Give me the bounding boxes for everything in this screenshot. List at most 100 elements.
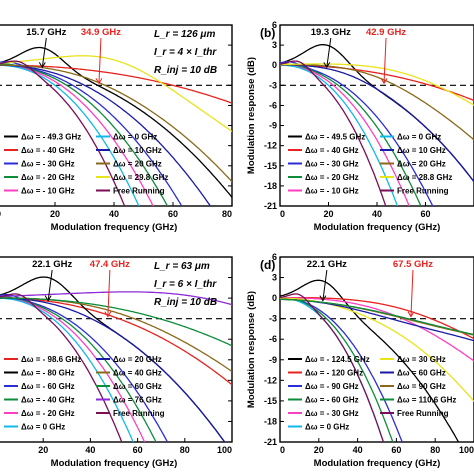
- series-line-2: [0, 293, 169, 442]
- y-tick-label: -6: [269, 100, 277, 110]
- panel-label: (b): [260, 26, 275, 40]
- x-tick-label: 20: [38, 445, 48, 455]
- x-tick-label: 80: [180, 445, 190, 455]
- y-tick-label: 6: [272, 20, 277, 30]
- series-line-2: [280, 297, 403, 442]
- series-line-9: [280, 60, 387, 206]
- legend-label: Δω = 20 GHz: [113, 355, 162, 364]
- legend-label: Δω = 20 GHz: [113, 160, 162, 169]
- x-tick-label: 40: [353, 445, 363, 455]
- legend-label: Δω = - 20 GHz: [21, 409, 75, 418]
- x-axis-label: Modulation frequency (GHz): [314, 458, 441, 469]
- chart-panel-2: 20 40 60 80 100 Modulation frequency (GHz) L_r…: [0, 256, 233, 469]
- peak-arrowhead: [323, 62, 331, 69]
- legend-label: Δω = - 30 GHz: [305, 409, 359, 418]
- y-tick-label: -18: [264, 181, 277, 191]
- peak-arrow: [383, 37, 387, 84]
- plot-frame: [0, 24, 233, 207]
- series-group: [280, 44, 474, 206]
- y-tick-label: 0: [272, 293, 277, 303]
- peak-annotation: 42.9 GHz: [366, 27, 406, 38]
- legend-label: Δω = - 40 GHz: [21, 396, 75, 405]
- legend-label: Free Running: [397, 409, 449, 418]
- x-axis-label: Modulation frequency (GHz): [314, 222, 441, 233]
- series-line-4: [280, 297, 474, 362]
- series-line-4: [280, 64, 410, 206]
- y-tick-label: -15: [264, 396, 277, 406]
- legend-label: Δω = - 60 GHz: [305, 396, 359, 405]
- series-line-4: [0, 64, 154, 206]
- x-tick-label: 40: [109, 209, 119, 219]
- legend-label: Δω = - 10 GHz: [305, 187, 359, 196]
- x-tick-label: 80: [222, 209, 232, 219]
- y-axis-label: Modulation response (dB): [246, 57, 257, 174]
- x-tick-label: 40: [85, 445, 95, 455]
- legend-label: Δω = - 40 GHz: [21, 146, 75, 155]
- peak-annotation: 15.7 GHz: [26, 27, 66, 38]
- x-tick-label: 80: [430, 445, 440, 455]
- peak-arrow: [322, 269, 328, 301]
- x-tick-label: 40: [372, 209, 382, 219]
- peak-arrowhead: [44, 295, 52, 302]
- legend-label: Δω = - 40 GHz: [305, 146, 359, 155]
- legend-label: Δω = - 90 GHz: [305, 382, 359, 391]
- x-tick-label: 0: [0, 209, 1, 219]
- legend-label: Free Running: [113, 187, 165, 196]
- legend-label: Δω = 30 GHz: [397, 355, 446, 364]
- legend-label: Δω = 60 GHz: [397, 369, 446, 378]
- legend-label: Δω = 10 GHz: [113, 146, 162, 155]
- legend-label: Δω = 110.6 GHz: [397, 396, 456, 405]
- series-line-0: [0, 46, 232, 198]
- peak-annotation: 67.5 GHz: [393, 259, 433, 270]
- peak-arrowhead: [38, 62, 46, 69]
- legend-label: Δω = 90 GHz: [397, 382, 446, 391]
- peak-arrowhead: [104, 311, 112, 318]
- x-tick-label: 100: [217, 445, 232, 455]
- series-line-6: [0, 297, 226, 442]
- legend-label: Δω = 29.8 GHz: [113, 173, 168, 182]
- peak-arrow: [410, 269, 414, 317]
- series-group: [0, 276, 232, 442]
- x-tick-label: 20: [323, 209, 333, 219]
- y-tick-label: -6: [269, 334, 277, 344]
- x-tick-label: 20: [50, 209, 60, 219]
- param-text: L_r = 63 μm: [154, 261, 210, 272]
- legend-label: Δω = - 49.5 GHz: [305, 133, 365, 142]
- legend-label: Δω = 28.8 GHz: [397, 173, 452, 182]
- peak-annotation: 47.4 GHz: [90, 259, 130, 270]
- peak-arrow: [326, 37, 332, 68]
- legend-label: Δω = 40 GHz: [113, 369, 162, 378]
- series-line-10: [280, 293, 385, 442]
- param-text: R_inj = 10 dB: [154, 297, 217, 308]
- series-line-8: [280, 63, 474, 106]
- legend-label: Δω = - 80 GHz: [21, 369, 75, 378]
- peak-annotation: 22.1 GHz: [32, 259, 72, 270]
- series-line-3: [0, 63, 169, 206]
- peak-annotation: 19.3 GHz: [311, 27, 351, 38]
- peak-arrow: [41, 37, 47, 68]
- series-line-0: [280, 279, 460, 442]
- legend-label: Δω = 60 GHz: [113, 382, 162, 391]
- legend-label: Δω = - 49.3 GHz: [21, 133, 81, 142]
- x-axis-label: Modulation frequency (GHz): [51, 458, 178, 469]
- series-line-10: [0, 293, 123, 442]
- series-line-2: [0, 61, 183, 206]
- legend-label: Δω = - 60 GHz: [21, 382, 75, 391]
- legend-label: Δω = - 120 GHz: [305, 369, 363, 378]
- series-line-7: [0, 64, 232, 183]
- y-tick-label: -9: [269, 121, 277, 131]
- series-line-9: [0, 291, 232, 306]
- series-line-1: [0, 64, 232, 104]
- series-line-6: [0, 64, 212, 206]
- peak-arrowhead: [95, 78, 103, 85]
- y-tick-label: -12: [264, 375, 277, 385]
- legend-label: Δω = 0 GHz: [113, 133, 157, 142]
- y-tick-label: -12: [264, 141, 277, 151]
- series-line-4: [0, 297, 146, 442]
- x-tick-label: 20: [314, 445, 324, 455]
- legend-label: Free Running: [397, 187, 449, 196]
- legend-label: Δω = - 20 GHz: [21, 173, 75, 182]
- legend-label: Δω = 0 GHz: [21, 423, 65, 432]
- legend-label: Δω = 76 GHz: [113, 396, 162, 405]
